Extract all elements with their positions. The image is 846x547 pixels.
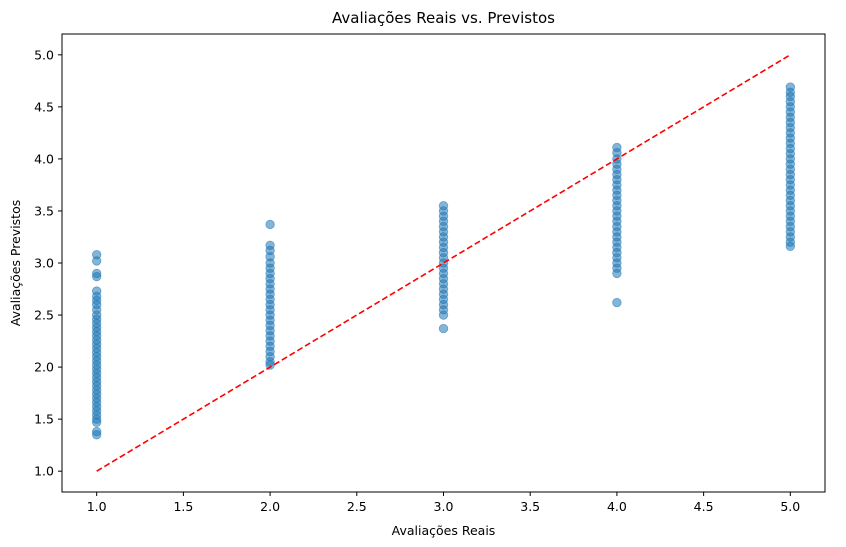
y-tick-label: 3.0 [34, 256, 54, 271]
y-axis: 1.0 1.5 2.0 2.5 3.0 3.5 4.0 4.5 5.0 [34, 47, 62, 479]
y-axis-title: Avaliações Previstos [8, 200, 23, 327]
x-tick-label: 3.5 [520, 499, 540, 514]
x-tick-label: 5.0 [780, 499, 800, 514]
data-point [438, 310, 449, 320]
y-tick-label: 3.5 [34, 203, 54, 218]
y-tick-label: 2.5 [34, 308, 54, 323]
x-axis: 1.0 1.5 2.0 2.5 3.0 3.5 4.0 4.5 5.0 [87, 492, 800, 514]
plot-marks [91, 54, 796, 472]
y-tick-label: 1.0 [34, 464, 54, 479]
data-point [612, 268, 622, 279]
x-tick-label: 2.5 [347, 499, 367, 514]
y-tick-label: 2.0 [34, 360, 54, 375]
data-point [438, 323, 449, 334]
y-tick-label: 4.5 [34, 99, 54, 114]
x-tick-label: 3.0 [434, 499, 454, 514]
y-tick-label: 4.0 [34, 151, 54, 166]
data-point [91, 271, 102, 282]
data-point [91, 430, 102, 440]
y-tick-label: 1.5 [34, 412, 54, 427]
x-tick-label: 4.5 [694, 499, 714, 514]
data-point [612, 297, 622, 308]
data-point [91, 256, 102, 266]
x-tick-label: 1.5 [173, 499, 193, 514]
data-point [785, 241, 796, 252]
chart-title: Avaliações Reais vs. Previstos [332, 9, 555, 27]
y-tick-label: 5.0 [34, 47, 54, 62]
x-axis-title: Avaliações Reais [392, 523, 496, 538]
x-tick-label: 1.0 [87, 499, 107, 514]
data-point [265, 219, 275, 230]
data-point [91, 417, 102, 427]
x-tick-label: 2.0 [260, 499, 280, 514]
x-tick-label: 4.0 [607, 499, 627, 514]
